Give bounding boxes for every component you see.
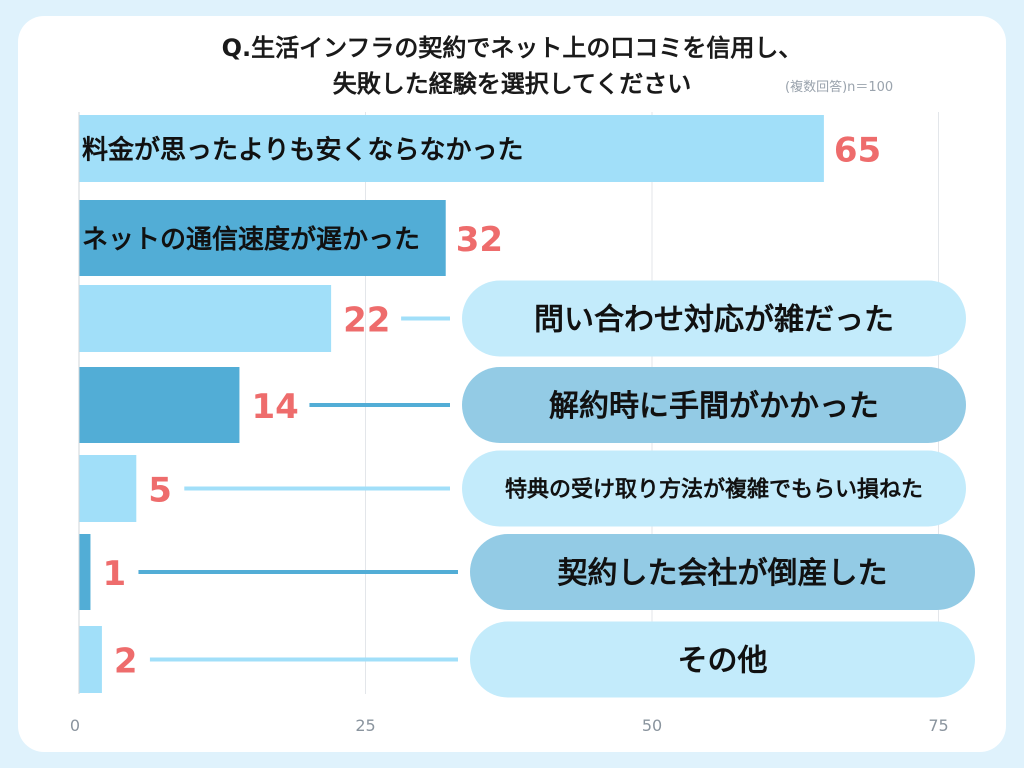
x-tick-label: 75 <box>928 716 948 735</box>
x-tick-label: 50 <box>642 716 662 735</box>
title-line-2: 失敗した経験を選択してください <box>332 70 692 98</box>
data-label: 2 <box>114 642 138 682</box>
x-tick-label: 0 <box>70 716 80 735</box>
sample-note: (複数回答)n＝100 <box>785 80 894 95</box>
category-bubble <box>462 280 966 357</box>
category-label: 問い合わせ対応が雑だった <box>534 302 894 337</box>
data-label: 5 <box>148 471 172 511</box>
bar <box>79 115 824 182</box>
category-label: 解約時に手間がかかった <box>549 389 879 424</box>
data-label: 14 <box>251 387 298 427</box>
category-bubble <box>462 367 966 443</box>
category-label: ネットの通信速度が遅かった <box>82 224 420 255</box>
category-label: 特典の受け取り方法が複雑でもらい損ねた <box>505 476 923 502</box>
bar <box>79 626 102 693</box>
category-bubble <box>470 534 975 610</box>
category-bubble <box>470 621 975 698</box>
data-label: 65 <box>834 131 881 171</box>
data-label: 1 <box>102 554 126 594</box>
title-line-1: Q.生活インフラの契約でネット上の口コミを信用し、 <box>221 34 803 62</box>
category-label: 料金が思ったよりも安くならなかった <box>82 135 523 166</box>
bar <box>79 200 446 276</box>
bar <box>79 285 332 352</box>
bar <box>79 455 137 522</box>
data-label: 22 <box>343 301 390 341</box>
category-label: 契約した会社が倒産した <box>558 556 888 591</box>
chart-title: Q.生活インフラの契約でネット上の口コミを信用し、 失敗した経験を選択してくださ… <box>0 30 1024 102</box>
x-tick-label: 25 <box>355 716 375 735</box>
bar <box>79 367 240 443</box>
category-bubble <box>462 450 966 527</box>
data-label: 32 <box>456 220 503 260</box>
bar <box>79 534 91 610</box>
category-label: その他 <box>678 643 768 678</box>
